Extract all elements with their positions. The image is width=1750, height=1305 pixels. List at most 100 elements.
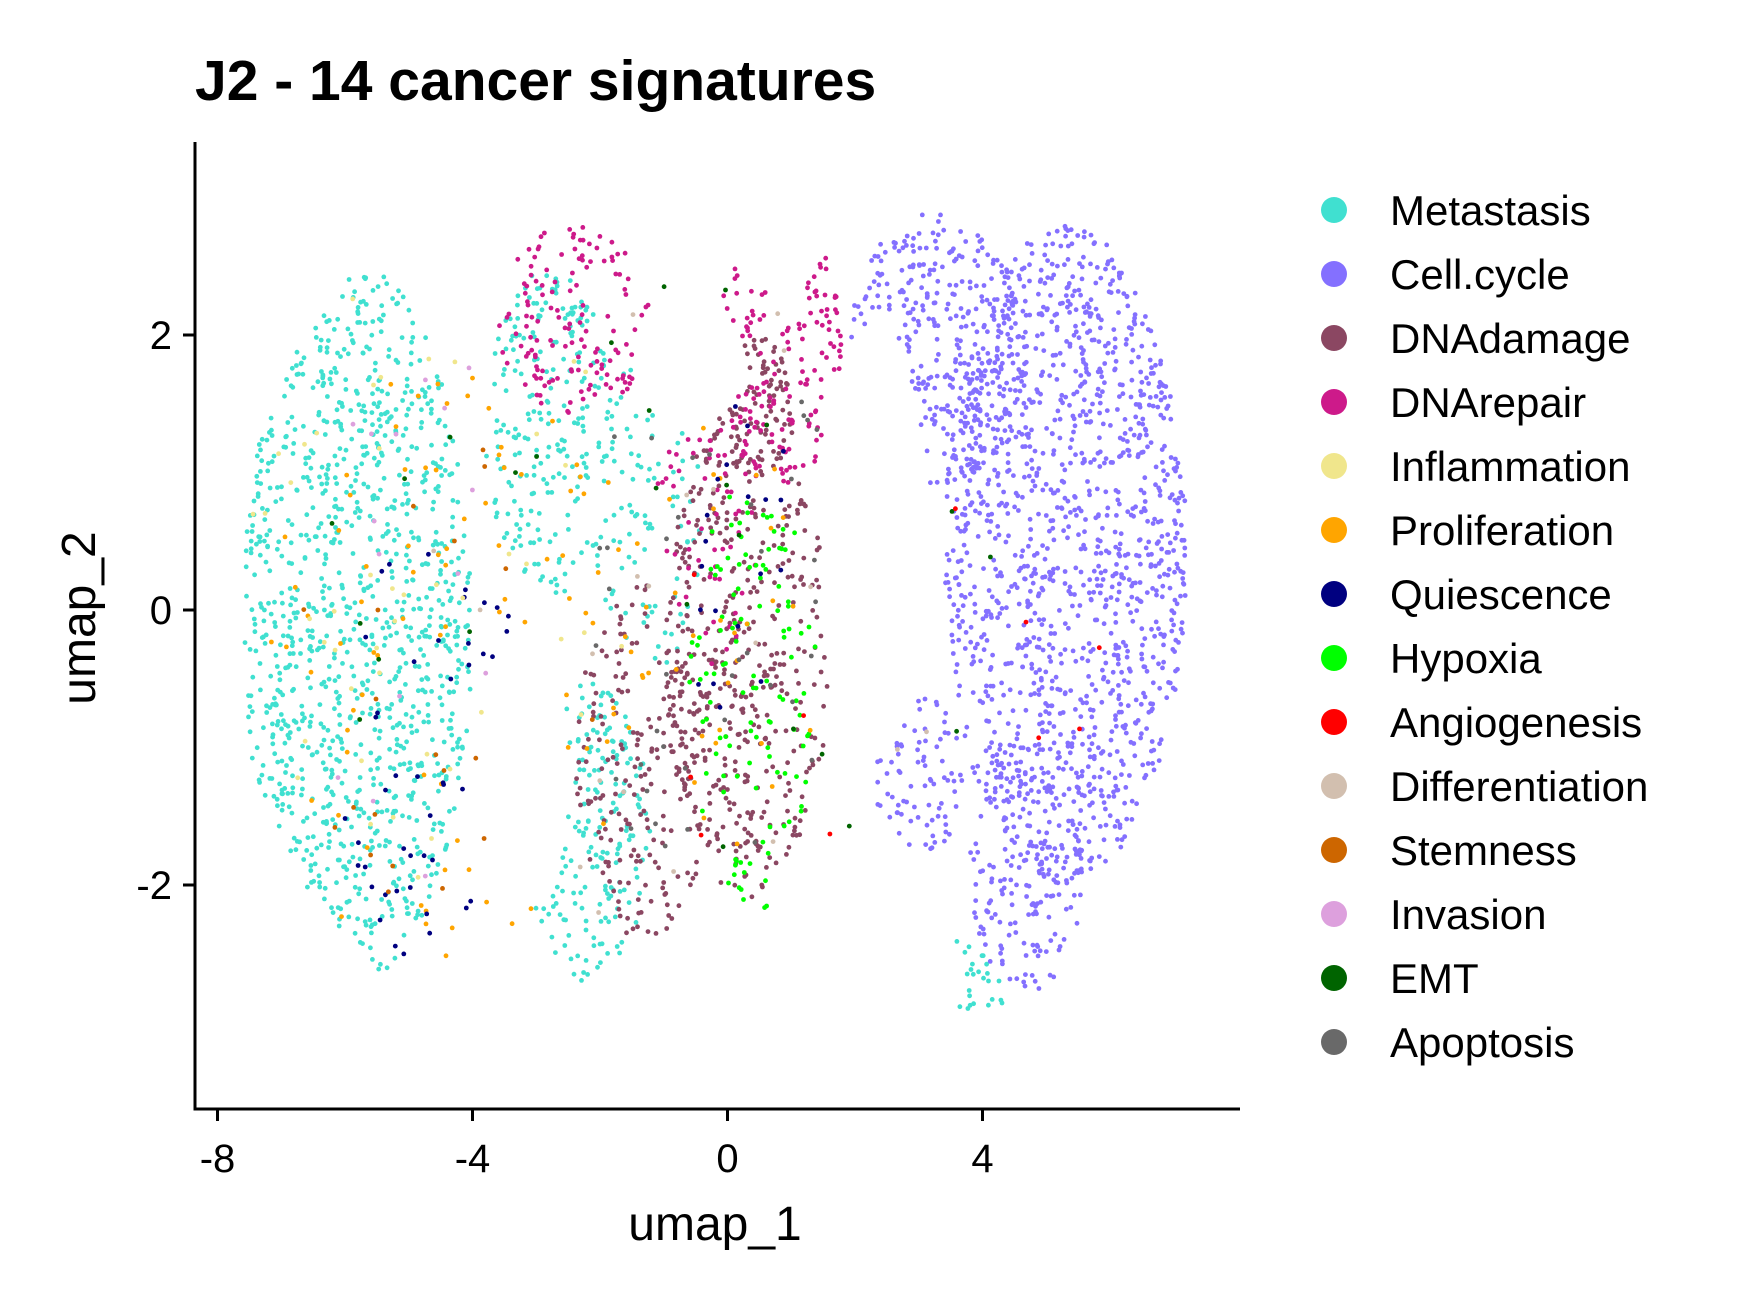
data-point-cell-cycle (1073, 368, 1079, 374)
data-point-cell-cycle (1143, 314, 1148, 319)
data-point-dnadamage (599, 766, 605, 772)
data-point-metastasis (273, 499, 279, 504)
data-point-metastasis (368, 706, 374, 711)
data-point-cell-cycle (1122, 417, 1128, 422)
data-point-dnarepair (751, 396, 757, 401)
data-point-proliferation (564, 692, 569, 698)
data-point-metastasis (638, 464, 644, 470)
data-point-cell-cycle (1051, 448, 1057, 453)
data-point-dnadamage (786, 558, 792, 563)
data-point-cell-cycle (1179, 620, 1185, 625)
data-point-cell-cycle (1089, 855, 1095, 861)
data-point-metastasis (308, 868, 314, 873)
data-point-metastasis (419, 420, 425, 425)
data-point-metastasis (456, 555, 461, 561)
data-point-dnadamage (652, 859, 658, 865)
data-point-cell-cycle (1070, 413, 1076, 419)
data-point-cell-cycle (970, 765, 976, 770)
data-point-cell-cycle (1054, 377, 1060, 382)
data-point-metastasis (409, 401, 415, 407)
data-point-cell-cycle (1018, 370, 1024, 375)
data-point-cell-cycle (1108, 691, 1113, 696)
data-point-dnadamage (707, 722, 713, 728)
data-point-proliferation (484, 899, 489, 905)
data-point-cell-cycle (971, 857, 977, 862)
data-point-dnarepair (528, 263, 534, 269)
data-point-metastasis (553, 590, 559, 595)
data-point-cell-cycle (1081, 234, 1087, 240)
data-point-cell-cycle (1134, 801, 1139, 807)
data-point-dnarepair (808, 310, 813, 316)
data-point-cell-cycle (1113, 723, 1119, 729)
data-point-metastasis (568, 858, 574, 864)
data-point-metastasis (336, 700, 342, 706)
data-point-cell-cycle (1057, 435, 1063, 441)
data-point-cell-cycle (1020, 664, 1025, 670)
data-point-proliferation (449, 925, 455, 931)
data-point-metastasis (293, 847, 299, 853)
data-point-dnarepair (769, 439, 775, 445)
data-point-metastasis (439, 718, 445, 723)
data-point-dnadamage (724, 525, 729, 531)
data-point-cell-cycle (1120, 382, 1125, 388)
data-point-hypoxia (737, 520, 743, 526)
data-point-cell-cycle (1001, 765, 1007, 771)
data-point-dnarepair (729, 418, 735, 424)
data-point-cell-cycle (1146, 552, 1151, 558)
data-point-cell-cycle (978, 813, 984, 819)
data-point-dnarepair (796, 321, 802, 327)
data-point-cell-cycle (1020, 806, 1026, 812)
data-point-dnadamage (635, 756, 640, 762)
data-point-dnadamage (618, 614, 623, 619)
data-point-cell-cycle (1033, 346, 1039, 351)
data-point-metastasis (404, 579, 410, 584)
data-point-cell-cycle (939, 758, 945, 764)
data-point-cell-cycle (916, 698, 921, 704)
data-point-cell-cycle (1067, 445, 1073, 451)
data-point-metastasis (249, 755, 255, 761)
data-point-metastasis (254, 541, 259, 547)
data-point-cell-cycle (855, 304, 861, 309)
data-point-cell-cycle (1036, 789, 1042, 795)
data-point-metastasis (340, 585, 345, 591)
data-point-metastasis (504, 530, 510, 536)
data-point-dnadamage (689, 736, 695, 742)
data-point-metastasis (395, 300, 401, 306)
data-point-cell-cycle (990, 753, 996, 759)
data-point-cell-cycle (974, 375, 980, 381)
data-point-cell-cycle (912, 804, 917, 810)
data-point-cell-cycle (894, 810, 900, 816)
data-point-metastasis (465, 580, 470, 585)
data-point-metastasis (290, 773, 295, 779)
data-point-cell-cycle (1073, 307, 1079, 313)
data-point-cell-cycle (913, 329, 919, 335)
data-point-dnarepair (736, 508, 742, 514)
data-point-cell-cycle (1111, 327, 1117, 332)
data-point-cell-cycle (1159, 546, 1164, 552)
data-point-hypoxia (718, 567, 723, 572)
data-point-dnadamage (593, 690, 599, 696)
data-point-dnadamage (660, 813, 666, 819)
data-point-dnadamage (729, 449, 735, 454)
data-point-dnarepair (588, 362, 594, 368)
data-point-metastasis (612, 914, 618, 920)
data-point-cell-cycle (911, 235, 916, 241)
data-point-metastasis (272, 695, 277, 701)
data-point-dnadamage (682, 675, 688, 681)
data-point-metastasis (498, 428, 504, 433)
data-point-metastasis (343, 795, 349, 800)
data-point-dnarepair (534, 338, 540, 343)
data-point-dnadamage (672, 677, 678, 683)
data-point-dnarepair (747, 409, 753, 414)
data-point-hypoxia (760, 839, 766, 845)
data-point-metastasis (355, 309, 361, 315)
data-point-cell-cycle (945, 480, 950, 485)
data-point-proliferation (544, 556, 550, 562)
data-point-dnadamage (639, 732, 644, 737)
data-point-dnadamage (678, 796, 683, 802)
data-point-metastasis (544, 398, 550, 404)
data-point-cell-cycle (1024, 241, 1030, 246)
data-point-metastasis (609, 770, 614, 775)
data-point-dnarepair (574, 282, 579, 288)
data-point-cell-cycle (1145, 327, 1151, 332)
